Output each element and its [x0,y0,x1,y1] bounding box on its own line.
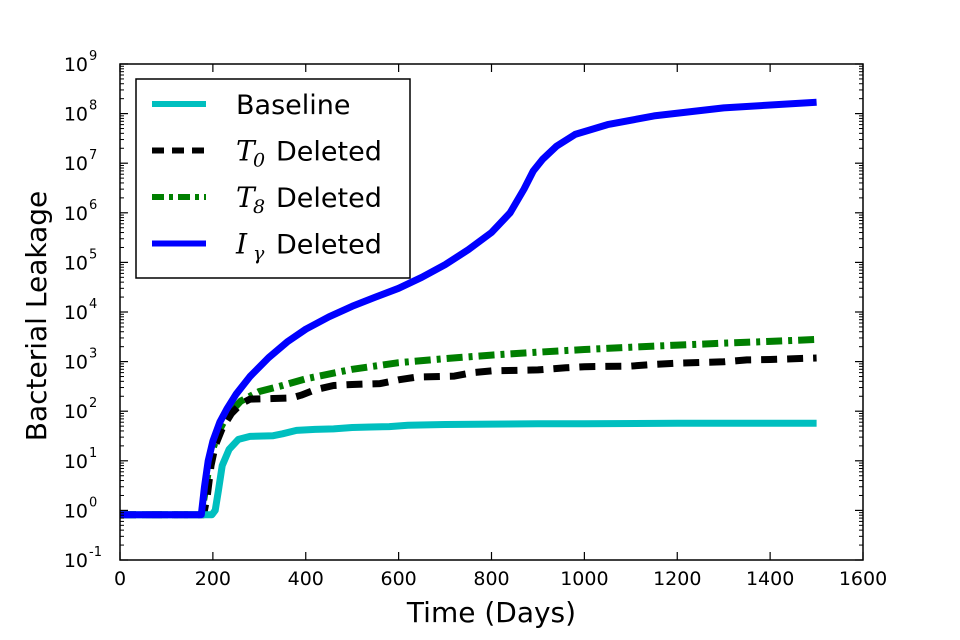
series-line-t8 [120,335,817,519]
series-line-igamma [120,98,817,519]
x-tick-label: 800 [473,568,509,590]
legend-symbol: I [235,228,248,261]
y-tick-base: 10 [64,401,88,423]
y-tick-base: 10 [64,104,88,126]
x-tick-label: 400 [288,568,324,590]
y-tick-label: 10 4 [64,297,97,324]
x-tick-label: 600 [380,568,416,590]
y-tick-label: 10 7 [64,148,97,175]
y-tick-exponent: 2 [89,396,97,411]
legend-item-baseline: Baseline [152,90,350,121]
y-tick-label: 10 9 [64,49,97,76]
legend-label: Deleted [276,183,382,214]
y-tick-label: 10 2 [64,396,97,423]
x-tick-label: 1000 [560,568,608,590]
legend-label: Baseline [236,90,350,121]
y-axis-title: Bacterial Leakage [20,191,53,441]
y-tick-exponent: 7 [89,148,97,163]
legend-label: Deleted [276,230,382,261]
legend-item-t0: T0 Deleted [152,135,382,172]
plot-frame [119,63,864,561]
y-tick-base: 10 [64,54,88,76]
legend-symbol: T [236,135,257,168]
series-line-t0 [120,354,817,519]
y-tick-label: 10 0 [64,495,97,522]
y-tick-exponent: 5 [89,247,97,262]
series-layer [120,98,817,519]
legend-symbol: T [236,181,257,214]
y-tick-base: 10 [64,203,88,225]
y-tick-base: 10 [64,302,88,324]
y-tick-exponent: 1 [89,446,97,461]
x-axis-title: Time (Days) [406,596,576,629]
x-tick-label: 1600 [839,568,887,590]
y-tick-label: 10 8 [64,99,97,126]
y-tick-base: 10 [64,153,88,175]
legend-label: Deleted [276,137,382,168]
y-tick-label: 10 5 [64,247,97,274]
y-tick-label: 10 1 [64,446,97,473]
series-line-baseline [120,419,817,519]
y-tick-label: 10 3 [64,347,97,374]
y-tick-label: 10 -1 [64,545,102,572]
y-tick-exponent: 3 [89,347,97,362]
y-tick-base: 10 [64,352,88,374]
y-tick-exponent: 9 [89,49,97,64]
y-tick-exponent: 6 [89,198,97,213]
y-tick-base: 10 [64,550,88,572]
x-tick-label: 1400 [746,568,794,590]
y-tick-base: 10 [64,451,88,473]
x-tick-label: 200 [195,568,231,590]
y-tick-base: 10 [64,252,88,274]
legend-subscript: 0 [253,150,265,172]
x-tick-label: 1200 [653,568,701,590]
y-tick-base: 10 [64,500,88,522]
legend-item-t8: T8 Deleted [152,181,382,218]
y-tick-exponent: -1 [89,545,102,560]
legend-subscript: 8 [253,196,265,218]
legend-subscript: γ [253,243,265,265]
y-tick-exponent: 8 [89,99,97,114]
y-tick-label: 10 6 [64,198,97,225]
y-tick-exponent: 0 [89,495,97,510]
y-tick-exponent: 4 [89,297,97,312]
x-tick-label: 0 [114,568,126,590]
